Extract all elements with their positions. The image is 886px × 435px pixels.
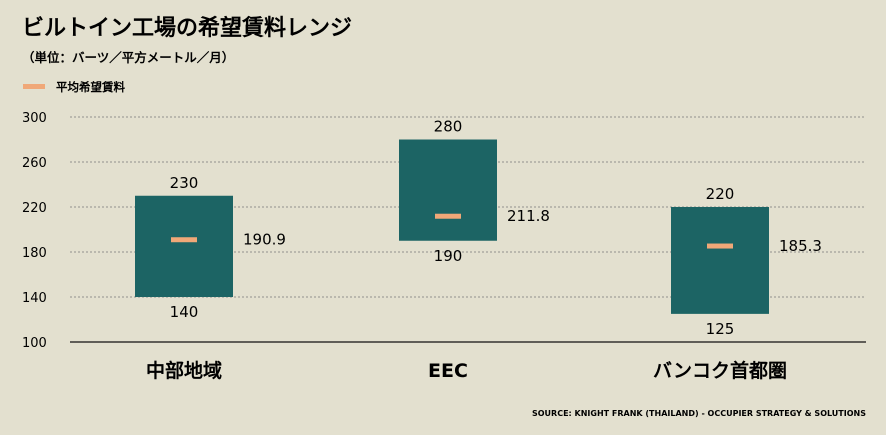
low-label: 125: [706, 320, 735, 338]
legend-swatch: [23, 84, 45, 89]
x-axis: 中部地域 EEC バンコク首都圏: [146, 359, 787, 382]
y-axis: 100 140 180 220 260 300: [22, 111, 47, 351]
range-bar: [135, 195, 233, 297]
average-label: 190.9: [243, 231, 286, 249]
average-label: 185.3: [779, 237, 822, 255]
category-label: 中部地域: [146, 359, 222, 382]
range-bar: [671, 207, 769, 314]
legend: 平均希望賃料: [23, 80, 125, 94]
y-tick-label: 300: [22, 111, 47, 126]
legend-label: 平均希望賃料: [56, 80, 125, 94]
high-label: 230: [170, 174, 199, 192]
high-label: 220: [706, 185, 735, 203]
category-label: バンコク首都圏: [653, 359, 787, 382]
average-marker: [707, 243, 733, 249]
chart-subtitle: （単位：バーツ／平方メートル／月）: [22, 50, 234, 65]
y-tick-label: 100: [22, 336, 47, 351]
y-tick-label: 140: [22, 291, 47, 306]
value-labels: 230 140 190.9 280 190 211.8 220 125 185.3: [170, 118, 822, 338]
chart-title: ビルトイン工場の希望賃料レンジ: [22, 15, 352, 41]
source-note: SOURCE: KNIGHT FRANK (THAILAND) - OCCUPI…: [532, 409, 866, 418]
range-bar: [399, 139, 497, 241]
high-label: 280: [434, 118, 463, 136]
average-marker: [435, 213, 461, 219]
low-label: 140: [170, 303, 199, 321]
bars: [135, 139, 769, 314]
average-marker: [171, 237, 197, 243]
y-tick-label: 220: [22, 201, 47, 216]
y-tick-label: 260: [22, 156, 47, 171]
average-label: 211.8: [507, 207, 550, 225]
y-tick-label: 180: [22, 246, 47, 261]
category-label: EEC: [428, 360, 468, 382]
low-label: 190: [434, 247, 463, 265]
